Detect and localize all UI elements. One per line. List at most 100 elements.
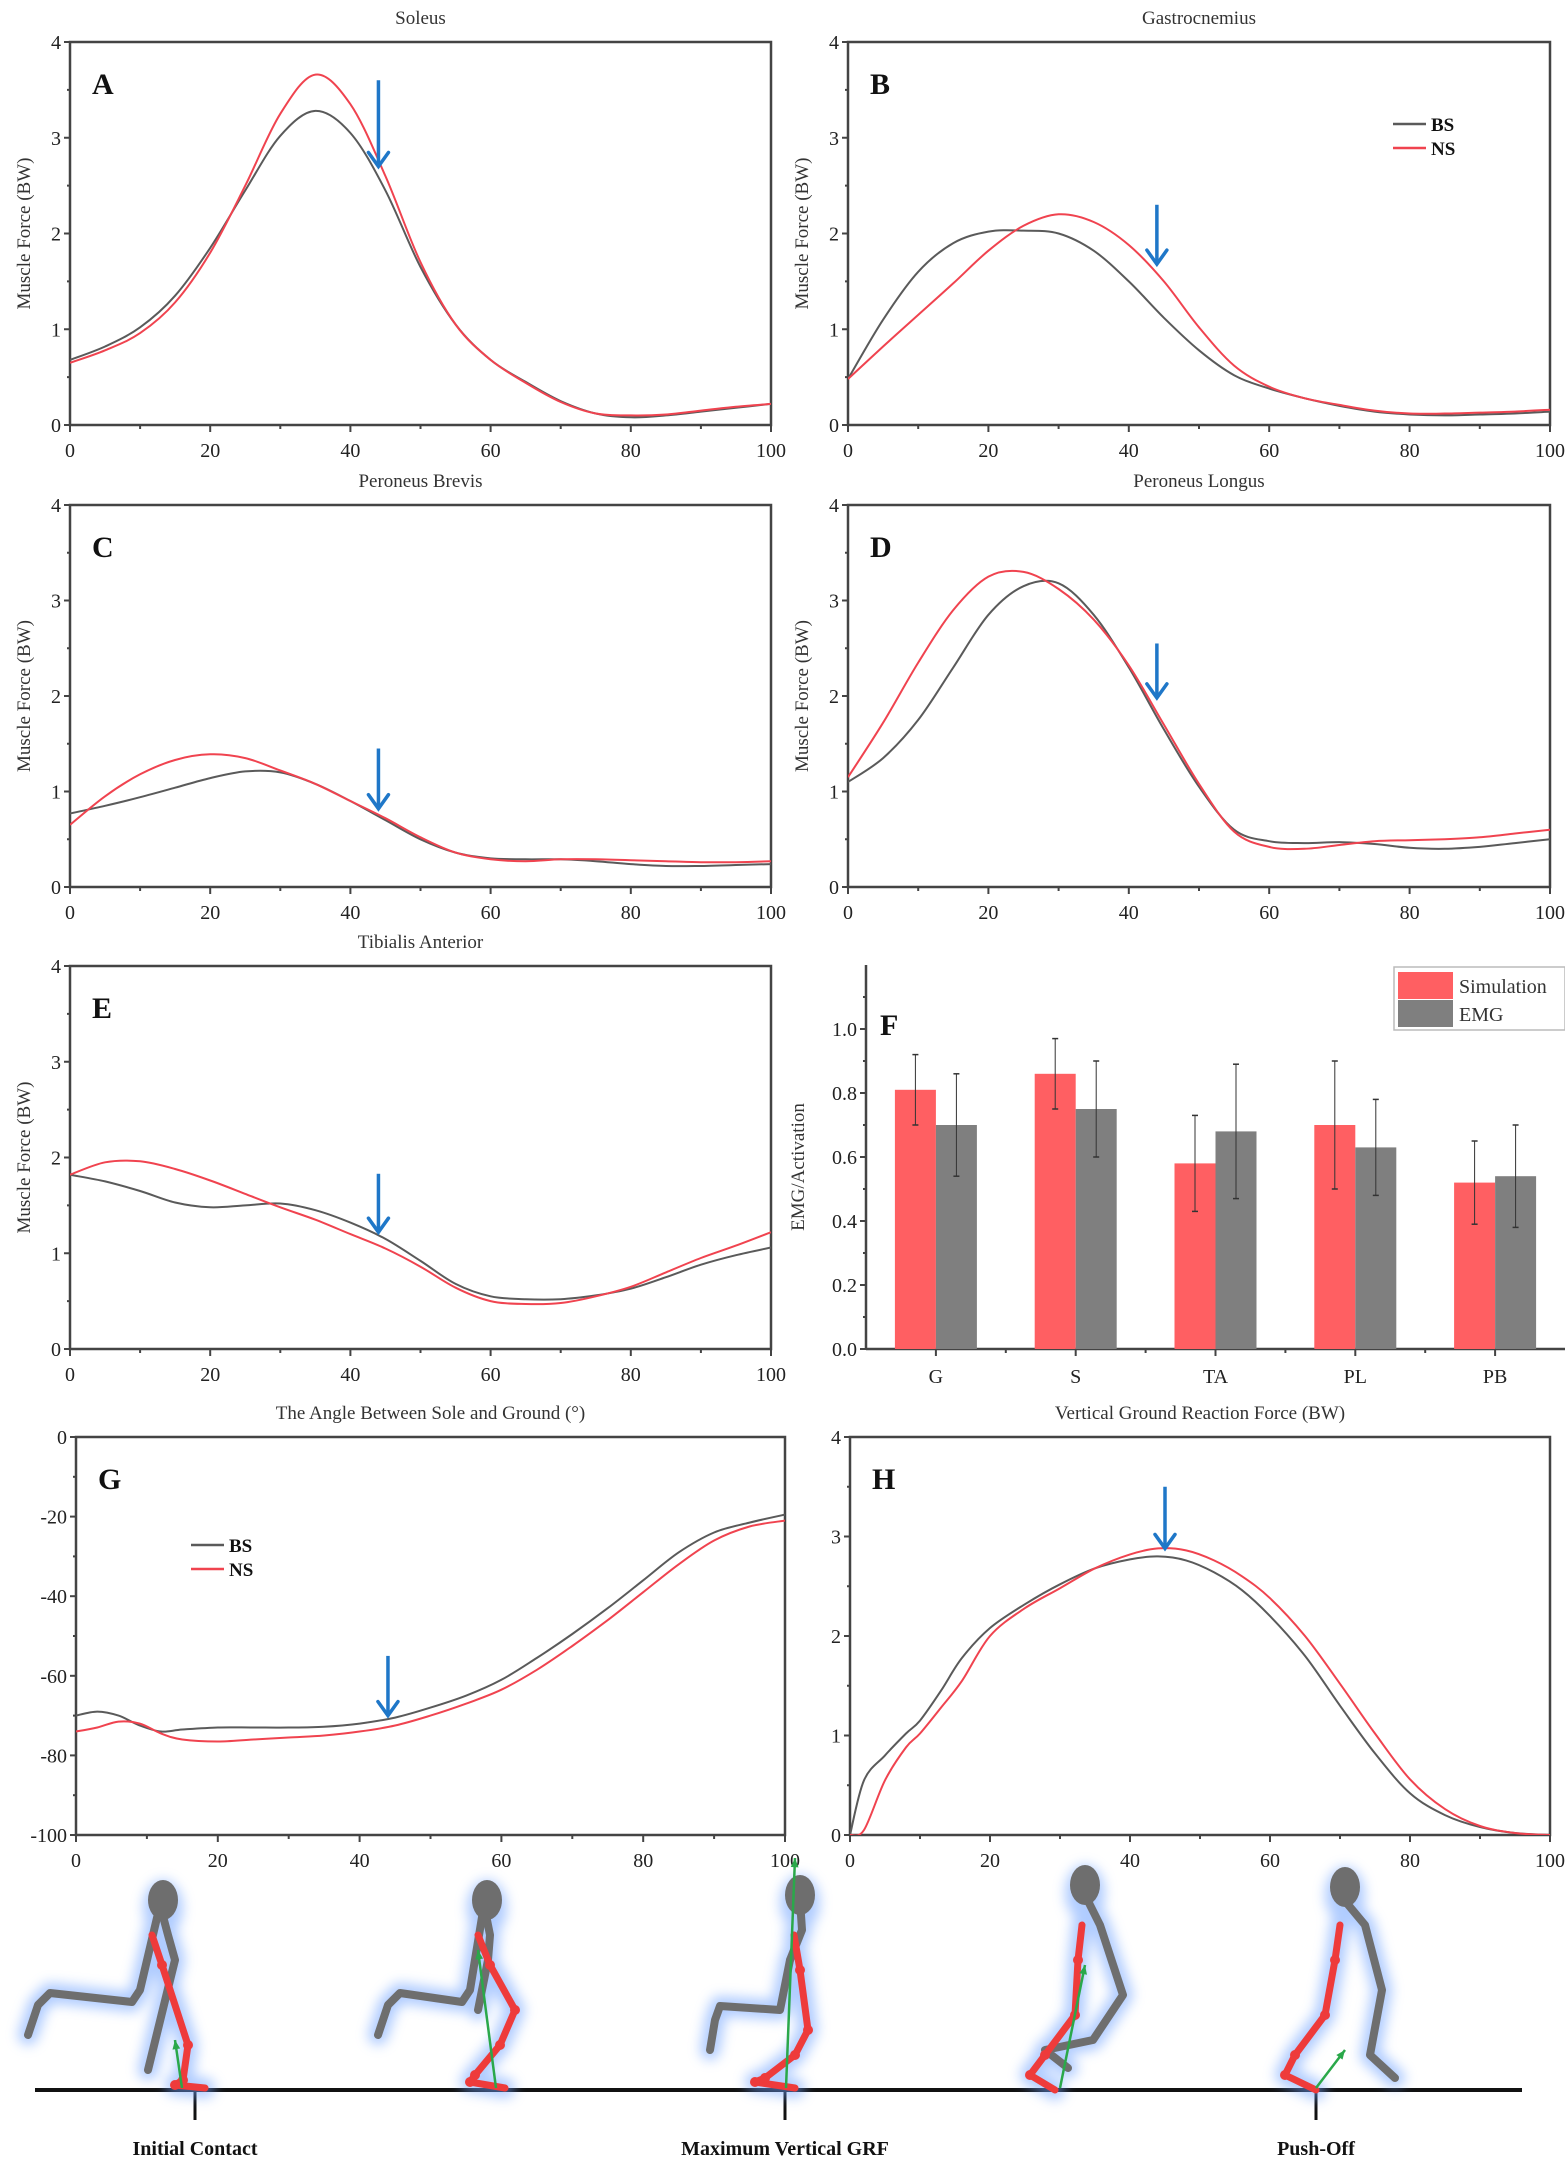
series-line-ns <box>850 1547 1550 1835</box>
grf-arrowhead-icon <box>1336 2050 1345 2060</box>
series-line-ns <box>70 1159 771 1306</box>
series-line-bs <box>70 1173 771 1301</box>
y-tick-label: -80 <box>40 1745 67 1767</box>
x-tick-label: 80 <box>621 1364 641 1386</box>
skeleton-strip: Initial Contact Maximum Vertical GRF Push-… <box>18 1857 1522 2160</box>
panel-letter: H <box>872 1463 895 1496</box>
y-tick-label: 2 <box>829 686 839 708</box>
skeleton-bone-grey <box>1336 1891 1399 2082</box>
skeleton-figure <box>1020 1865 1133 2100</box>
y-tick-label: 2 <box>831 1626 841 1648</box>
x-tick-label: 40 <box>1120 1850 1140 1872</box>
x-tick-label: 60 <box>1259 902 1279 924</box>
arrow-head <box>1145 248 1169 268</box>
x-tick-label: 80 <box>1400 440 1420 462</box>
y-tick-label: 0 <box>51 1339 61 1361</box>
joint <box>170 2080 180 2090</box>
x-tick-label: 40 <box>1119 902 1139 924</box>
x-tick-label: 60 <box>481 1364 501 1386</box>
plot-frame <box>846 503 1552 889</box>
legend-label-ns: NS <box>1431 139 1455 160</box>
skeleton-figure <box>1275 1867 1405 2100</box>
panel-letter: G <box>98 1463 121 1496</box>
x-tick-label: 40 <box>340 1364 360 1386</box>
skeleton-figure <box>18 1880 215 2098</box>
annotation-arrow-icon <box>366 1173 391 1236</box>
series-line-bs <box>848 229 1550 417</box>
grf-vector <box>784 1857 797 2089</box>
x-tick-label: 20 <box>978 902 998 924</box>
x-tick-label: PB <box>1483 1366 1507 1388</box>
y-tick-label: 0 <box>831 1825 841 1847</box>
y-tick-label: 4 <box>51 956 61 978</box>
x-tick-label: 100 <box>1535 1850 1565 1872</box>
panel-title: Peroneus Brevis <box>358 471 482 492</box>
x-tick-label: 0 <box>65 440 75 462</box>
joint <box>157 1960 167 1970</box>
y-tick-label: -40 <box>40 1586 67 1608</box>
legend: Simulation EMG <box>1393 966 1565 1031</box>
glow-stroke <box>368 1895 494 2045</box>
panel-letter: A <box>92 68 114 101</box>
y-tick-label: 3 <box>51 128 61 150</box>
y-tick-label: 4 <box>829 32 839 54</box>
y-tick-label: 3 <box>51 1052 61 1074</box>
annotation-arrow-icon <box>366 80 391 170</box>
y-tick-label: 2 <box>829 224 839 246</box>
phase-label: Push-Off <box>1277 2138 1355 2160</box>
y-tick-label: 4 <box>51 32 61 54</box>
skeleton-bone-red <box>1281 1921 1344 2094</box>
y-tick-label: 0 <box>57 1427 67 1449</box>
x-tick-label: 0 <box>843 440 853 462</box>
x-tick-label: 20 <box>980 1850 1000 1872</box>
skeleton-bone-grey <box>374 1901 488 2039</box>
skeleton-bone-grey <box>24 1901 164 2039</box>
skeleton-figure <box>700 1857 820 2098</box>
y-tick-label: 4 <box>829 495 839 517</box>
panel-title: Tibialis Anterior <box>358 932 484 953</box>
y-tick-label: 1 <box>831 1726 841 1748</box>
legend-label-bs: BS <box>1431 115 1454 136</box>
y-tick-label: 2 <box>51 1148 61 1170</box>
x-tick-label: 20 <box>200 902 220 924</box>
x-tick-label: G <box>929 1366 943 1388</box>
legend-swatch-simulation <box>1398 972 1453 999</box>
y-tick-label: -20 <box>40 1507 67 1529</box>
y-tick-label: 0 <box>51 877 61 899</box>
arrow-head <box>366 150 391 170</box>
annotation-arrow-icon <box>366 748 391 812</box>
x-tick-label: 80 <box>633 1850 653 1872</box>
grf-vector <box>1058 1964 1087 2089</box>
arrow-head <box>366 792 391 812</box>
panel-title: Vertical Ground Reaction Force (BW) <box>1055 1403 1345 1424</box>
plot-frame <box>68 40 773 427</box>
pelvis-icon <box>472 1880 502 1920</box>
series-line-ns <box>848 213 1550 415</box>
pelvis-icon <box>1070 1865 1100 1905</box>
y-tick-label: 1 <box>829 319 839 341</box>
skeleton-figure <box>368 1880 525 2098</box>
arrow-head <box>1145 682 1169 701</box>
joint <box>465 2077 475 2087</box>
x-tick-label: 100 <box>1535 440 1565 462</box>
y-tick-label: 0.0 <box>832 1339 857 1361</box>
x-tick-label: 100 <box>756 440 786 462</box>
x-tick-label: 40 <box>1119 440 1139 462</box>
y-tick-label: 3 <box>831 1527 841 1549</box>
y-tick-label: 4 <box>51 495 61 517</box>
y-tick-label: 0.2 <box>832 1275 857 1297</box>
arrow-head <box>376 1699 400 1719</box>
y-tick-label: 0.4 <box>832 1211 857 1233</box>
y-tick-label: 4 <box>831 1427 841 1449</box>
glow-stroke <box>18 1895 170 2045</box>
annotation-arrow-icon <box>1145 643 1169 701</box>
grf-arrowhead-icon <box>790 1858 799 1868</box>
series-line-bs <box>76 1513 785 1733</box>
grf-arrowhead-icon <box>1079 1965 1087 1975</box>
x-tick-label: 40 <box>340 440 360 462</box>
panel-h: Vertical Ground Reaction Force (BW) 0 1 2 3 4… <box>831 1403 1565 1872</box>
